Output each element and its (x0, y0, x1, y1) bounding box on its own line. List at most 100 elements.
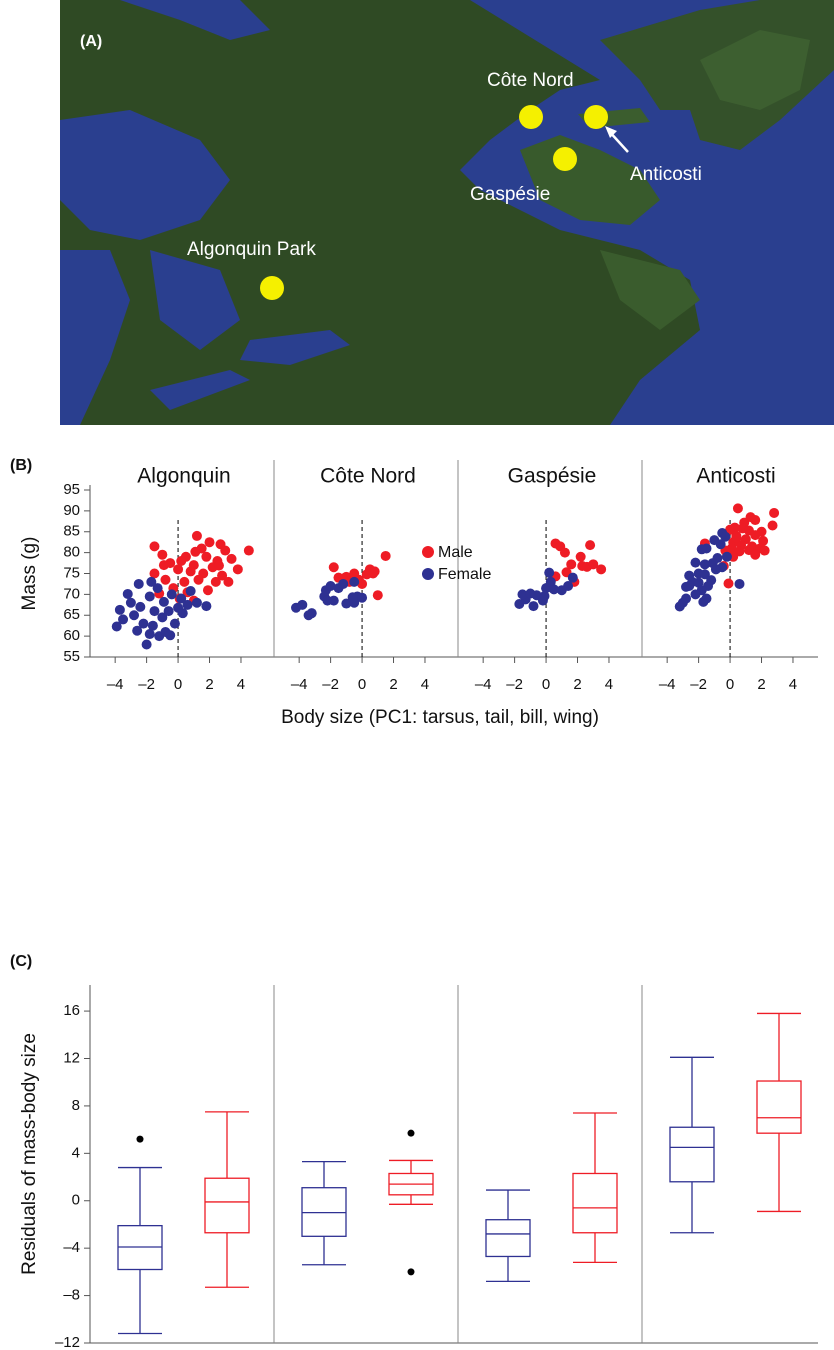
box (756, 1080, 802, 1134)
data-point (133, 578, 144, 589)
data-point (723, 578, 734, 589)
y-tick-label: 12 (63, 1049, 80, 1066)
y-tick-label: 80 (63, 544, 80, 561)
data-point (141, 639, 152, 650)
y-tick-label: 16 (63, 1002, 80, 1019)
data-point (146, 576, 157, 587)
data-point (157, 549, 168, 560)
x-tick-label: –4 (107, 676, 124, 693)
data-point (684, 581, 695, 592)
site-marker (553, 147, 577, 171)
data-point (341, 598, 352, 609)
data-point (372, 590, 383, 601)
x-tick-label: –2 (506, 676, 523, 693)
data-point (135, 601, 146, 612)
data-point (539, 591, 550, 602)
data-point (528, 601, 539, 612)
data-point (690, 589, 701, 600)
data-point (149, 541, 160, 552)
data-point (585, 540, 596, 551)
site-marker (519, 105, 543, 129)
data-point (559, 547, 570, 558)
data-point (179, 576, 190, 587)
data-point (750, 515, 761, 526)
data-point (699, 559, 710, 570)
arrow-head (605, 126, 617, 138)
data-point (160, 574, 171, 585)
data-point (169, 618, 180, 629)
data-point (173, 602, 184, 613)
data-point (544, 567, 555, 578)
data-point (349, 576, 360, 587)
x-tick-label: 2 (573, 676, 581, 693)
data-point (185, 566, 196, 577)
data-point (698, 596, 709, 607)
facet-title: Gaspésie (508, 465, 597, 488)
box (485, 1219, 531, 1258)
data-point (220, 545, 231, 556)
data-point (699, 569, 710, 580)
data-point (226, 553, 237, 564)
legend-marker (422, 546, 434, 558)
y-tick-label: 0 (72, 1192, 80, 1209)
x-tick-label: 4 (237, 676, 245, 693)
data-point (173, 564, 184, 575)
data-point (750, 530, 761, 541)
box (572, 1172, 618, 1234)
data-point (185, 586, 196, 597)
y-tick-label: –12 (55, 1334, 80, 1350)
y-tick-label: 85 (63, 523, 80, 540)
data-point (243, 545, 254, 556)
data-point (165, 630, 176, 641)
data-point (767, 520, 778, 531)
legend-label: Male (438, 544, 473, 561)
data-point (769, 507, 780, 518)
data-point (567, 572, 578, 583)
data-point (693, 577, 704, 588)
x-tick-label: 0 (358, 676, 366, 693)
data-point (204, 537, 215, 548)
data-point (149, 606, 160, 617)
panel-label: (C) (10, 953, 32, 970)
data-point (596, 564, 607, 575)
data-point (759, 545, 770, 556)
legend-marker (422, 568, 434, 580)
y-tick-label: –8 (63, 1287, 80, 1304)
x-tick-label: 2 (205, 676, 213, 693)
data-point (176, 555, 187, 566)
x-tick-label: 4 (421, 676, 429, 693)
x-tick-label: –2 (690, 676, 707, 693)
x-tick-label: –4 (659, 676, 676, 693)
data-point (149, 568, 160, 579)
x-tick-label: –4 (475, 676, 492, 693)
data-point (725, 524, 736, 535)
y-tick-label: 65 (63, 606, 80, 623)
outlier (136, 1135, 144, 1143)
map-lake-ontario (240, 330, 350, 365)
y-tick-label: 90 (63, 502, 80, 519)
data-point (696, 544, 707, 555)
data-point (732, 503, 743, 514)
data-point (163, 606, 174, 617)
facet-title: Algonquin (137, 465, 230, 488)
box (204, 1177, 250, 1234)
data-point (588, 559, 599, 570)
data-point (750, 549, 761, 560)
data-point (166, 589, 177, 600)
x-tick-label: 2 (757, 676, 765, 693)
data-point (710, 564, 721, 575)
data-point (114, 604, 125, 615)
data-point (566, 559, 577, 570)
data-point (357, 592, 368, 603)
data-point (111, 621, 122, 632)
data-point (144, 591, 155, 602)
data-point (303, 610, 314, 621)
site-label: Côte Nord (487, 70, 574, 91)
facet-title: Anticosti (696, 465, 775, 488)
data-point (125, 597, 136, 608)
legend-label: Female (438, 566, 491, 583)
map-panel: (A) Côte Nord Anticosti Gaspésie Algonqu… (60, 0, 834, 425)
data-point (548, 584, 559, 595)
data-point (158, 560, 169, 571)
